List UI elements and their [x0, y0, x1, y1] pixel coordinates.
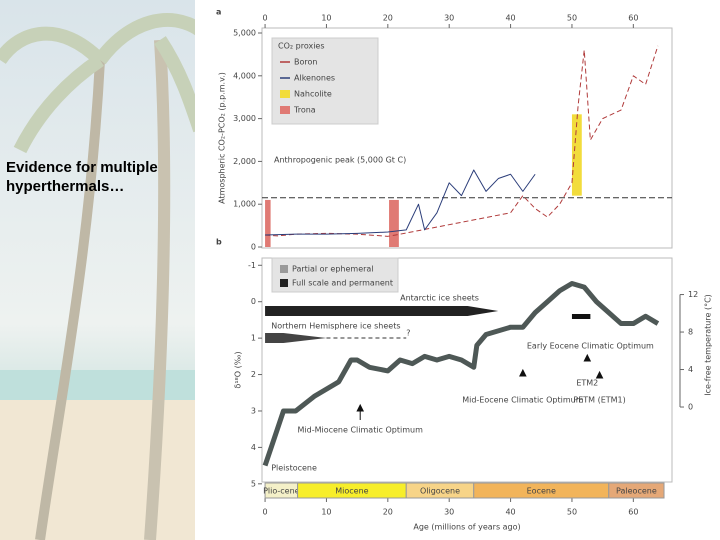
epoch-label: Plio-cene	[263, 487, 300, 496]
legend-label: Nahcolite	[294, 90, 332, 99]
x-tick-label: 30	[444, 508, 454, 517]
legend-label: Alkenones	[294, 74, 335, 83]
y-tick-label: 4	[251, 443, 256, 452]
epoch-label: Miocene	[335, 487, 368, 496]
arrow	[595, 370, 604, 379]
y2-tick-label: 0	[688, 403, 693, 412]
y-tick-label: 2,000	[233, 157, 256, 166]
reference-label: Anthropogenic peak (5,000 Gt C)	[274, 155, 406, 164]
annotation: Mid-Eocene Climatic Optimum	[462, 396, 584, 405]
legend-swatch	[280, 106, 290, 114]
y2-tick-label: 8	[688, 328, 693, 337]
eeco-marker	[571, 314, 591, 319]
x-tick-label: 10	[321, 508, 331, 517]
y-tick-label: 4,000	[233, 71, 256, 80]
y2-tick-label: 12	[688, 290, 698, 299]
proxy-bar	[389, 199, 399, 248]
x-tick-label: 50	[567, 508, 577, 517]
legend-swatch	[280, 90, 290, 98]
y2-axis-label: Ice-free temperature (°C)	[704, 294, 713, 396]
ice-label: Northern Hemisphere ice sheets	[271, 322, 400, 331]
y-tick-label: -1	[248, 261, 256, 270]
data-line	[265, 169, 536, 236]
plot-frame	[261, 257, 673, 483]
epoch-band	[608, 482, 665, 499]
x-tick-label: 10	[321, 14, 331, 23]
epoch-label: Paleocene	[616, 487, 657, 496]
panel-label: b	[216, 238, 222, 247]
plot-frame	[261, 27, 673, 249]
x-tick-label: 20	[383, 14, 393, 23]
x-axis-label: Age (millions of years ago)	[413, 523, 520, 532]
y-tick-label: 3	[251, 406, 256, 415]
proxy-bar	[571, 114, 582, 196]
x-tick-label: 0	[263, 508, 268, 517]
legend-label: Boron	[294, 58, 317, 67]
arrow	[519, 368, 527, 377]
legend-swatch	[280, 265, 288, 273]
data-line	[262, 280, 660, 467]
legend-label: Full scale and permanent	[292, 279, 393, 288]
y-tick-label: 3,000	[233, 114, 256, 123]
arrow	[356, 403, 365, 420]
antarctic-ice-bar	[265, 306, 499, 316]
annotation: Mid-Miocene Climatic Optimum	[298, 426, 424, 435]
y-tick-label: 2	[251, 370, 256, 379]
legend-swatch	[280, 279, 288, 287]
y-tick-label: 5	[251, 479, 256, 488]
legend-title: CO₂ proxies	[278, 42, 325, 51]
annotation: Pleistocene	[271, 464, 317, 473]
legend-label: Trona	[293, 106, 316, 115]
x-tick-label: 50	[567, 14, 577, 23]
x-tick-label: 30	[444, 14, 454, 23]
y-axis-label: Atmospheric CO₂-PCO₂ (p.p.m.v.)	[218, 72, 227, 204]
ice-label: ?	[406, 329, 410, 338]
x-tick-label: 60	[628, 508, 638, 517]
x-tick-label: 0	[263, 14, 268, 23]
y-tick-label: 5,000	[233, 29, 256, 38]
x-tick-label: 40	[505, 508, 515, 517]
x-tick-label: 60	[628, 14, 638, 23]
y-axis-label: δ¹⁸O (‰)	[234, 351, 243, 388]
y-tick-label: 1,000	[233, 200, 256, 209]
y2-tick-label: 4	[688, 365, 693, 374]
x-tick-label: 40	[505, 14, 515, 23]
panel-label: a	[216, 8, 221, 17]
y-tick-label: 0	[251, 297, 256, 306]
legend-label: Partial or ephemeral	[292, 265, 374, 274]
legend-box	[271, 257, 399, 293]
x-tick-label: 20	[383, 508, 393, 517]
arrow	[583, 353, 592, 362]
y-tick-label: 0	[251, 243, 256, 252]
epoch-label: Eocene	[527, 487, 556, 496]
epoch-label: Oligocene	[420, 487, 460, 496]
slide-text: Evidence for multiple hyperthermals…	[6, 159, 158, 195]
nh-ice-bar	[265, 333, 327, 343]
annotation: Early Eocene Climatic Optimum	[527, 342, 654, 351]
annotation: ETM2	[576, 379, 598, 388]
annotation: PETM (ETM1)	[573, 396, 625, 405]
y-tick-label: 1	[251, 334, 256, 343]
proxy-bar	[265, 199, 271, 248]
ice-label: Antarctic ice sheets	[400, 294, 479, 303]
